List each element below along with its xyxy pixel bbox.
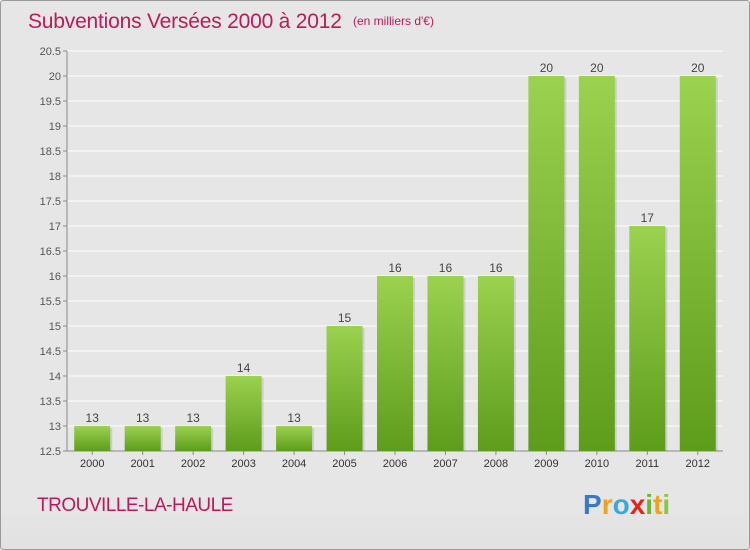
y-tick-label: 14	[49, 371, 61, 383]
x-tick-label: 2004	[282, 458, 306, 470]
brand-letter: P	[583, 489, 602, 520]
y-tick-label: 12.5	[40, 446, 61, 458]
data-label: 16	[489, 261, 503, 275]
y-tick-label: 16	[49, 271, 61, 283]
brand-letter: i	[662, 489, 671, 520]
data-label: 20	[590, 61, 604, 75]
brand-letter: x	[629, 489, 646, 520]
x-tick-label: 2009	[534, 458, 558, 470]
y-tick-label: 16.5	[40, 246, 61, 258]
bar	[326, 326, 363, 451]
chart-title: Subventions Versées 2000 à 2012	[28, 10, 342, 33]
y-tick-label: 15	[49, 321, 61, 333]
chart-unit: (en milliers d'€)	[353, 14, 434, 28]
y-tick-label: 18	[49, 171, 61, 183]
x-tick-label: 2010	[585, 458, 609, 470]
bar	[276, 426, 313, 451]
y-tick-label: 15.5	[40, 296, 61, 308]
x-tick-label: 2005	[332, 458, 356, 470]
data-label: 16	[439, 261, 453, 275]
bars	[74, 76, 718, 451]
x-tick-label: 2012	[686, 458, 710, 470]
data-label: 13	[287, 411, 301, 425]
bar	[477, 276, 514, 451]
x-tick-label: 2002	[181, 458, 205, 470]
x-tick-label: 2001	[130, 458, 154, 470]
data-label: 13	[186, 411, 200, 425]
bar	[377, 276, 413, 451]
brand-letter: i	[645, 489, 654, 520]
bar	[528, 76, 565, 451]
y-tick-label: 19.5	[40, 96, 61, 108]
brand-letter: t	[653, 489, 663, 520]
y-tick-label: 18.5	[40, 146, 61, 158]
y-tick-label: 19	[49, 121, 61, 133]
y-tick-label: 13.5	[40, 396, 61, 408]
x-tick-label: 2008	[484, 458, 508, 470]
x-tick-label: 2011	[635, 458, 659, 470]
data-label: 20	[540, 61, 554, 75]
y-tick-label: 13	[49, 421, 61, 433]
y-tick-label: 20	[49, 71, 61, 83]
bar	[225, 376, 262, 451]
x-tick-label: 2003	[231, 458, 255, 470]
data-label: 13	[86, 411, 100, 425]
x-tick-label: 2006	[383, 458, 407, 470]
y-tick-label: 20.5	[40, 46, 61, 58]
brand-letter: r	[601, 489, 613, 520]
y-tick-label: 14.5	[40, 346, 61, 358]
proxiti-logo[interactable]: Proxiti	[583, 489, 670, 521]
bar	[629, 226, 666, 451]
data-label: 15	[338, 311, 352, 325]
bar	[124, 426, 161, 451]
commune-name: TROUVILLE-LA-HAULE	[37, 495, 233, 516]
bar	[427, 276, 464, 451]
data-label: 17	[641, 211, 655, 225]
bar	[679, 76, 716, 451]
bar	[578, 76, 615, 451]
x-tick-label: 2000	[80, 458, 104, 470]
data-label: 20	[691, 61, 705, 75]
bar	[74, 426, 111, 451]
data-labels: 13 13 13 14 13 15 16 16 16 20 20 17 20	[86, 61, 705, 425]
y-tick-label: 17	[49, 221, 61, 233]
data-label: 13	[136, 411, 150, 425]
data-label: 14	[237, 361, 251, 375]
y-tick-label: 17.5	[40, 196, 61, 208]
x-tick-label: 2007	[433, 458, 457, 470]
data-label: 16	[388, 261, 402, 275]
brand-letter: o	[612, 489, 630, 520]
tick-labels: 12.5 13 13.5 14 14.5 15 15.5 16 16.5 17 17.5 18 18.5…	[40, 46, 710, 470]
bar	[175, 426, 212, 451]
